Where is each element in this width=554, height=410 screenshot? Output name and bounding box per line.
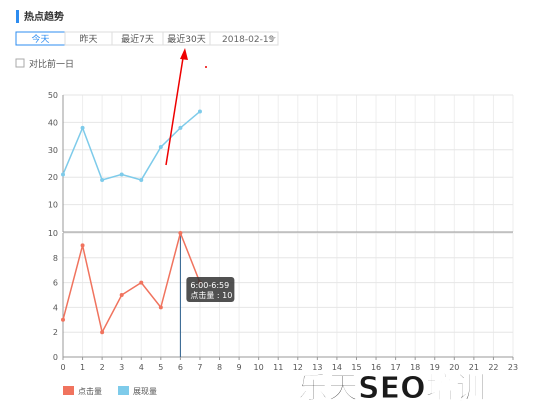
point	[178, 231, 183, 235]
watermark: 乐天SEO培训	[298, 371, 486, 406]
y-tick-label: 30	[48, 146, 58, 155]
legend-label: 展现量	[133, 387, 157, 396]
date-picker[interactable]	[209, 31, 279, 46]
point	[158, 145, 163, 150]
series-line	[62, 230, 201, 335]
point	[158, 305, 163, 310]
point	[100, 177, 105, 182]
point	[119, 293, 124, 297]
y-tick-label: 4	[53, 303, 58, 312]
tab-group: 今天 昨天 最近7天 最近30天	[15, 31, 211, 46]
legend-label: 点击量	[78, 386, 102, 396]
dropdown-arrow	[268, 37, 276, 41]
x-tick-label: 21	[469, 363, 479, 372]
x-tick-label: 3	[119, 363, 124, 372]
y-tick-label: 10	[48, 201, 58, 210]
x-tick-label: 2	[100, 363, 105, 372]
x-tick-label: 14	[332, 363, 342, 372]
title-bar	[16, 10, 19, 23]
x-tick-label: 6	[178, 363, 183, 372]
x-tick-label: 1	[80, 363, 85, 372]
x-tick-label: 13	[312, 363, 322, 372]
x-tick-label: 19	[430, 363, 440, 372]
point	[100, 330, 105, 335]
y-tick-label: 8	[53, 254, 58, 263]
checkbox[interactable]	[15, 58, 25, 68]
x-tick-label: 20	[449, 363, 459, 372]
x-tick-label: 18	[410, 363, 420, 372]
x-tick-label: 0	[60, 363, 65, 372]
x-tick-label: 7	[197, 363, 202, 372]
y-tick-label: 2	[53, 328, 58, 337]
tab-label: 今天	[31, 33, 49, 45]
point	[139, 280, 144, 285]
tab-label: 最近30天	[167, 33, 205, 45]
x-tick-label: 12	[293, 363, 303, 372]
point	[119, 172, 124, 177]
legend-swatch	[63, 386, 74, 395]
checkbox-label: 对比前一日	[29, 58, 74, 70]
point	[178, 125, 183, 130]
series-line	[62, 110, 201, 181]
x-tick-label: 9	[237, 363, 242, 372]
legend-swatch	[118, 386, 129, 395]
tab-label: 昨天	[79, 33, 97, 45]
x-tick-label: 8	[217, 363, 222, 372]
tooltip-title: 6:00-6:59	[190, 281, 229, 290]
point	[61, 172, 65, 177]
tooltip	[186, 277, 235, 302]
y-tick-label: 40	[48, 118, 58, 127]
y-tick-label: 50	[48, 91, 58, 100]
x-tick-label: 5	[158, 363, 163, 372]
point	[80, 125, 85, 130]
date-text: 2018-02-19	[222, 35, 275, 45]
x-tick-label: 15	[351, 363, 361, 372]
point	[80, 243, 85, 248]
y-tick-label: 20	[48, 173, 58, 182]
x-tick-label: 23	[508, 363, 518, 372]
point	[139, 177, 144, 182]
x-tick-label: 22	[488, 363, 498, 372]
x-tick-label: 11	[273, 363, 283, 372]
y-tick-label: 10	[48, 229, 58, 238]
y-tick-label: 6	[53, 279, 58, 288]
x-tick-label: 10	[254, 363, 264, 372]
tab-label: 最近7天	[121, 33, 154, 45]
x-tick-label: 17	[391, 363, 401, 372]
dot	[205, 66, 207, 68]
point	[61, 317, 65, 322]
y-tick-label: 0	[53, 353, 58, 362]
x-tick-label: 4	[139, 363, 144, 372]
point	[197, 109, 202, 114]
tooltip-text: 点击量 : 10	[190, 290, 232, 300]
arrow-head	[180, 48, 188, 60]
section-title: 热点趋势	[24, 10, 64, 23]
annotation-arrow	[165, 57, 184, 166]
x-tick-label: 16	[371, 363, 381, 372]
